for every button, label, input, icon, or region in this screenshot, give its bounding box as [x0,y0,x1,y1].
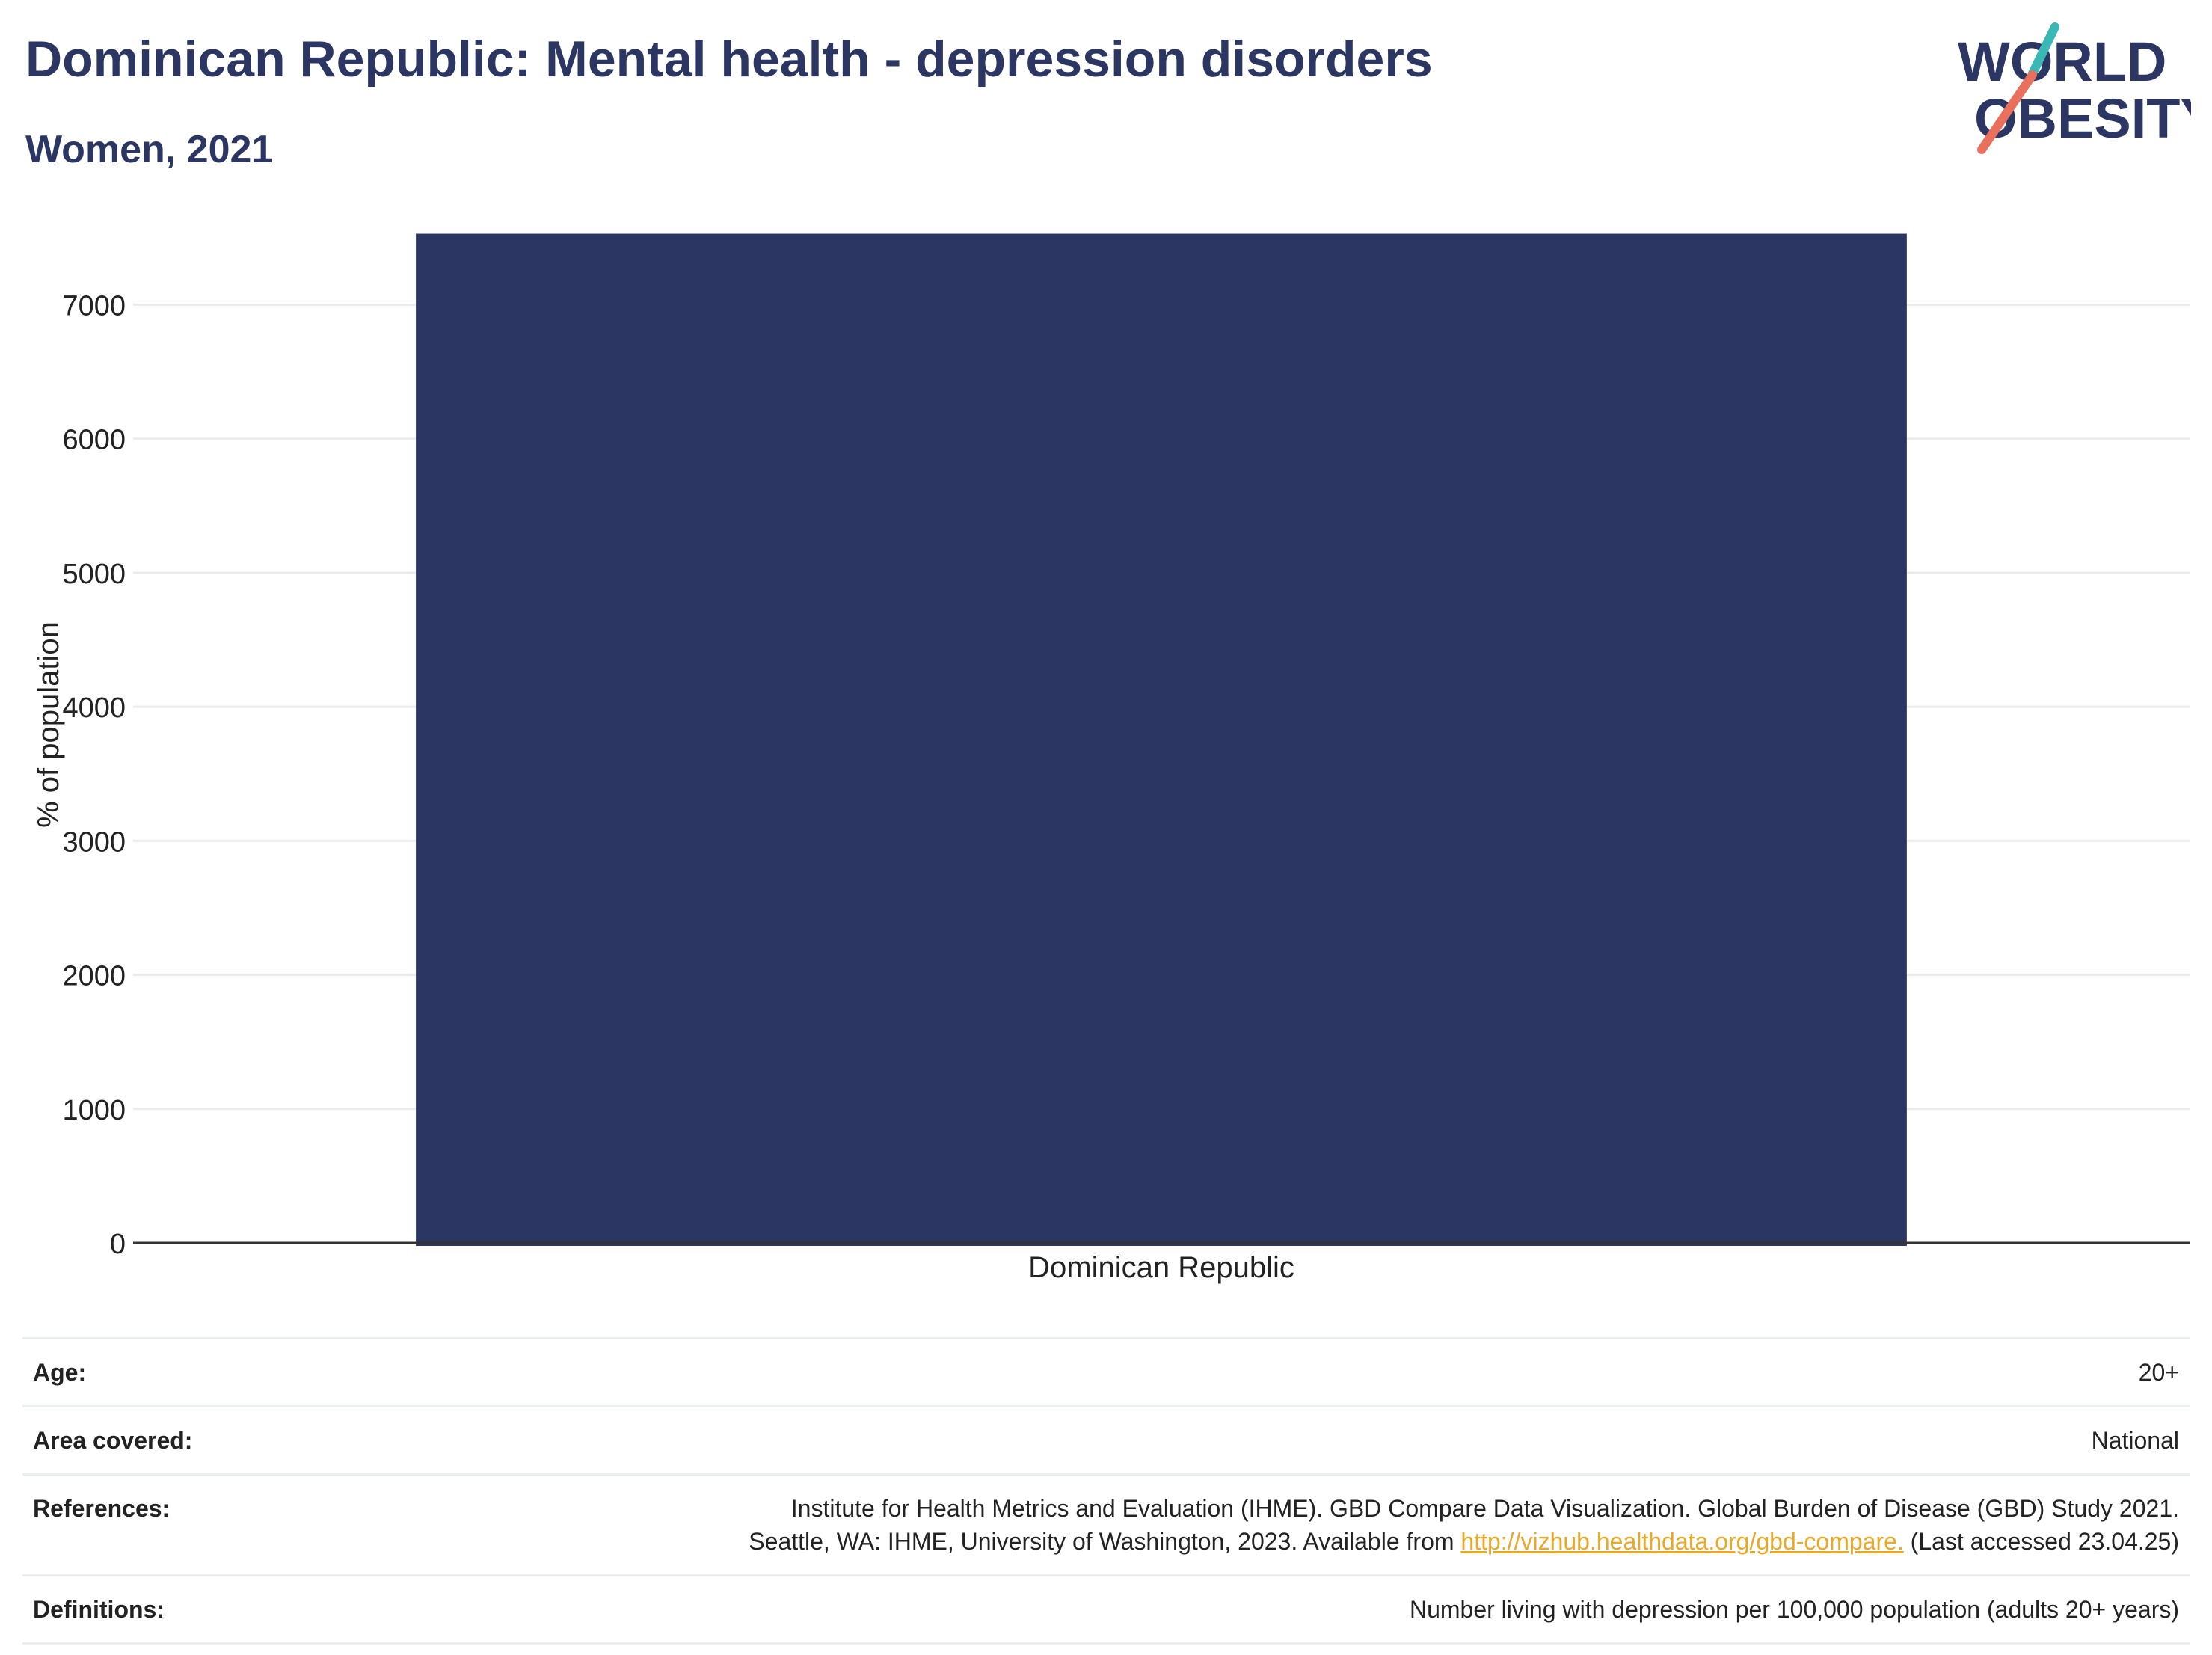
logo-slash-teal [2028,22,2059,78]
y-tick-label: 6000 [62,425,126,456]
reference-line-1: Institute for Health Metrics and Evaluat… [790,1495,2179,1522]
reference-text-pre: Seattle, WA: IHME, University of Washing… [749,1528,1461,1555]
chart-subtitle: Women, 2021 [25,128,274,171]
y-tick-label: 5000 [62,559,126,590]
x-tick-label: Dominican Republic [1028,1251,1294,1284]
meta-label-age: Age: [33,1359,87,1386]
logo-slash-coral [1977,70,2037,154]
meta-row-definitions: Definitions: Number living with depressi… [22,1575,2190,1644]
meta-value-area: National [2091,1427,2179,1454]
meta-row-references: References: Institute for Health Metrics… [22,1474,2190,1576]
y-axis-label: % of population [32,621,65,828]
y-tick-label: 2000 [62,961,126,992]
meta-value-references: Institute for Health Metrics and Evaluat… [492,1475,2190,1576]
metadata-table: Age: 20+ Area covered: National Referenc… [22,1337,2190,1645]
x-tick-labels: Dominican Republic [1028,1251,1294,1284]
reference-text-post: (Last accessed 23.04.25) [1903,1528,2179,1555]
meta-value-age: 20+ [2138,1359,2179,1386]
y-tick-labels: 0 1000 2000 3000 4000 5000 6000 7000 [62,291,126,1260]
meta-row-area: Area covered: National [22,1406,2190,1475]
bar[interactable] [416,233,1907,1247]
reference-line-2: Seattle, WA: IHME, University of Washing… [503,1525,2179,1558]
bars [416,233,1907,1247]
chart-title: Dominican Republic: Mental health - depr… [25,31,1433,87]
y-tick-label: 7000 [62,291,126,322]
y-tick-label: 0 [110,1229,126,1260]
y-tick-label: 4000 [62,693,126,724]
logo-word-obesity: OBESITY [1974,87,2191,150]
meta-row-age: Age: 20+ [22,1338,2190,1407]
logo-word-world: WORLD [1958,31,2167,93]
y-tick-label: 1000 [62,1095,126,1126]
meta-label-references: References: [33,1495,170,1522]
meta-label-definitions: Definitions: [33,1596,165,1623]
world-obesity-logo: WORLD OBESITY [1958,22,2191,154]
reference-link[interactable]: http://vizhub.healthdata.org/gbd-compare… [1460,1528,1904,1555]
meta-label-area: Area covered: [33,1427,193,1454]
y-tick-label: 3000 [62,826,126,858]
meta-value-definitions: Number living with depression per 100,00… [1409,1596,2179,1623]
bar-chart: 0 1000 2000 3000 4000 5000 6000 7000 Dominican … [32,233,2190,1284]
